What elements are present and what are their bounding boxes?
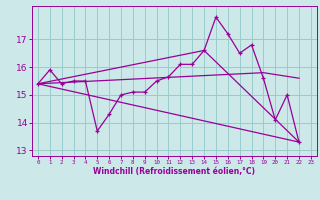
X-axis label: Windchill (Refroidissement éolien,°C): Windchill (Refroidissement éolien,°C) bbox=[93, 167, 255, 176]
